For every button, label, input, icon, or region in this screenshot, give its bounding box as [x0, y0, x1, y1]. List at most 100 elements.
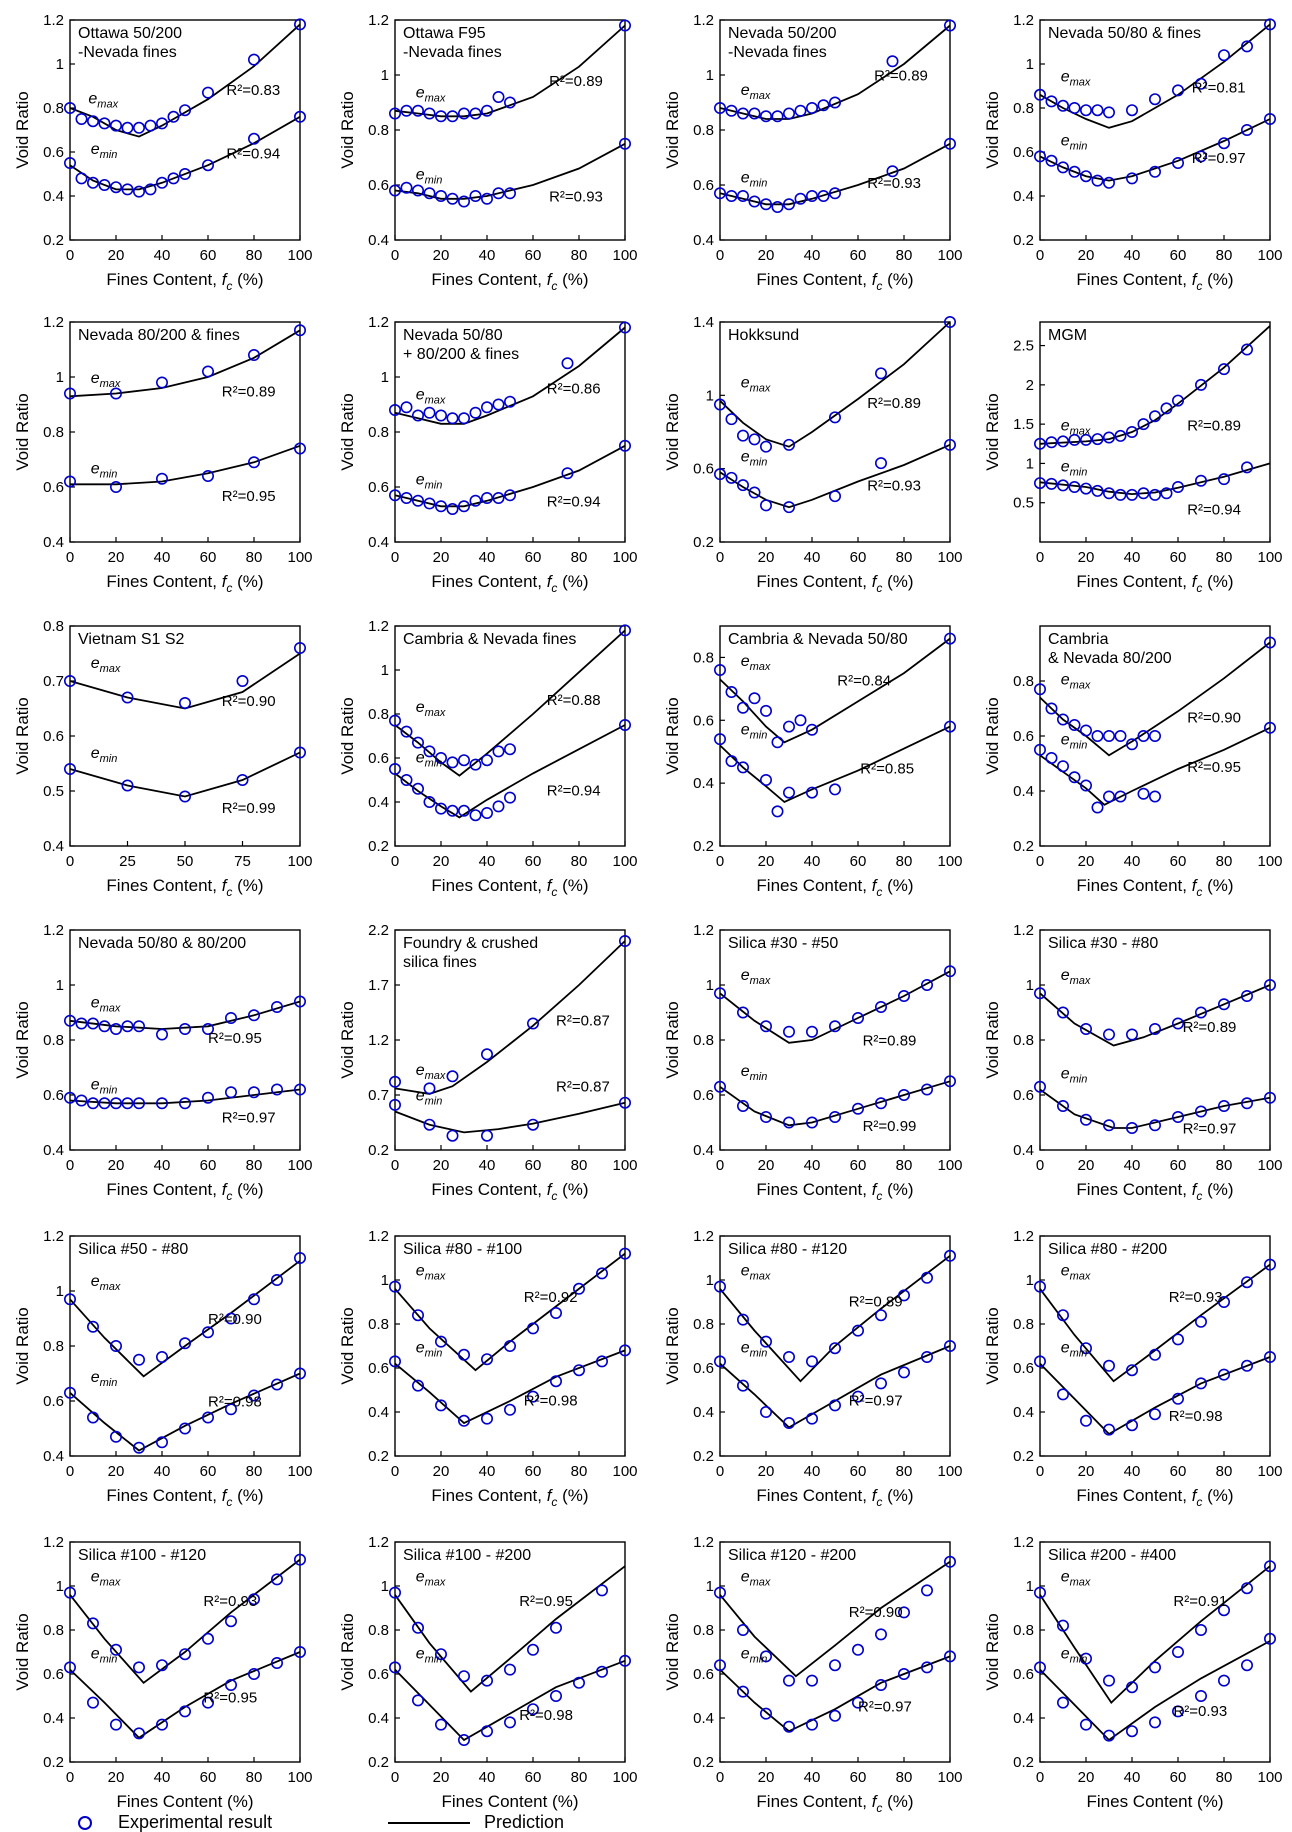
y-tick-label: 0.4 — [1013, 1404, 1034, 1421]
x-tick-label: 40 — [479, 853, 496, 870]
data-point — [897, 1668, 910, 1681]
y-tick-label: 1.2 — [368, 12, 389, 29]
series-label: emax — [1061, 671, 1091, 691]
y-tick-label: 1 — [56, 369, 64, 386]
r2-label: R²=0.97 — [849, 1392, 903, 1409]
y-tick-label: 0.2 — [1013, 1448, 1034, 1465]
x-tick-label: 20 — [758, 1769, 775, 1786]
x-axis-label-subscript: c — [1196, 1495, 1202, 1509]
x-tick-label: 100 — [937, 1463, 962, 1480]
x-tick-label: 0 — [716, 247, 724, 264]
prediction-line — [719, 1655, 951, 1733]
x-tick-label: 60 — [200, 1463, 217, 1480]
x-axis-label-subscript: c — [876, 885, 882, 899]
y-axis-label: Void Ratio — [663, 393, 682, 471]
data-point — [736, 1624, 749, 1637]
x-axis-label-text: Fines Content, — [106, 572, 221, 591]
data-point — [920, 1584, 933, 1597]
data-point — [1080, 482, 1093, 495]
data-point — [434, 409, 447, 422]
data-point — [1103, 1359, 1116, 1372]
x-tick-label: 40 — [1124, 247, 1141, 264]
y-tick-label: 1.2 — [43, 922, 64, 939]
data-point — [121, 1097, 134, 1110]
prediction-line — [69, 329, 301, 398]
x-tick-label: 20 — [1078, 853, 1095, 870]
y-tick-label: 0.4 — [1013, 1142, 1034, 1159]
data-point — [1241, 1359, 1254, 1372]
prediction-line — [1039, 462, 1271, 496]
data-point — [1068, 102, 1081, 115]
x-axis-label-text: Fines Content, — [756, 1486, 871, 1505]
data-point — [618, 718, 631, 731]
chart-title: Silica #50 - #80 — [78, 1241, 188, 1258]
data-point — [713, 1659, 726, 1672]
prediction-line — [69, 1088, 301, 1105]
data-point — [388, 1661, 401, 1674]
y-tick-label: 0.8 — [1013, 100, 1034, 117]
series-label: emax — [741, 375, 771, 395]
y-tick-label: 1 — [706, 977, 714, 994]
y-tick-label: 0.6 — [1013, 1087, 1034, 1104]
chart-panel: 0.4 0.6 0.8 1 1.2 0 20 40 60 80 100 Void Ratio Fines… — [663, 12, 963, 293]
r2-label: R²=0.85 — [860, 761, 914, 778]
y-axis-label: Void Ratio — [338, 1613, 357, 1691]
data-point — [782, 1720, 795, 1733]
data-point — [133, 1020, 146, 1033]
plot-frame — [1039, 19, 1271, 241]
data-point — [897, 1289, 910, 1302]
data-point — [725, 104, 738, 117]
series-label-symbol: e — [91, 1569, 100, 1586]
y-tick-label: 1.2 — [43, 1534, 64, 1551]
data-point — [1068, 771, 1081, 784]
x-axis-label-subscript: c — [226, 279, 232, 293]
x-axis-label: Fines Content, fc (%) — [431, 1486, 588, 1509]
x-tick-label: 20 — [758, 1463, 775, 1480]
data-point — [943, 438, 956, 451]
data-point — [874, 1309, 887, 1322]
series-label: emax — [1061, 1569, 1091, 1589]
y-axis-label: Void Ratio — [983, 1307, 1002, 1385]
x-tick-label: 60 — [850, 1769, 867, 1786]
x-axis-label-symbol: f — [547, 876, 554, 895]
data-point — [110, 387, 123, 400]
data-point — [828, 490, 841, 503]
prediction-line — [69, 1651, 301, 1739]
prediction-line — [719, 970, 951, 1044]
data-point — [1091, 433, 1104, 446]
y-tick-label: 0.2 — [368, 1448, 389, 1465]
series-label-symbol: e — [88, 91, 97, 108]
data-point — [133, 1441, 146, 1454]
data-point — [549, 1375, 562, 1388]
chart-panel: 0.4 0.5 0.6 0.7 0.8 0 25 50 75 100 Void Ratio Fines… — [13, 618, 313, 899]
data-point — [1172, 1392, 1185, 1405]
data-point — [110, 1022, 123, 1035]
data-point — [713, 987, 726, 1000]
x-axis-label-symbol: f — [222, 1486, 229, 1505]
data-point — [736, 107, 749, 120]
y-tick-label: 0.4 — [693, 1710, 714, 1727]
data-point — [270, 1573, 283, 1586]
data-point — [423, 497, 436, 510]
data-point — [87, 1617, 100, 1630]
data-point — [270, 1274, 283, 1287]
series-label-subscript: max — [750, 1577, 771, 1589]
series-label: emin — [91, 1077, 118, 1097]
data-point — [1241, 40, 1254, 53]
data-point — [411, 1309, 424, 1322]
data-point — [480, 1412, 493, 1425]
data-point — [1172, 394, 1185, 407]
x-tick-label: 0 — [716, 549, 724, 566]
x-axis-label-subscript: c — [1196, 1189, 1202, 1203]
data-point — [1068, 433, 1081, 446]
y-tick-label: 0.2 — [693, 838, 714, 855]
data-point — [713, 1080, 726, 1093]
data-point — [446, 756, 459, 769]
data-point — [1149, 488, 1162, 501]
chart-title: Silica #30 - #80 — [1048, 935, 1158, 952]
x-axis-label-unit: (%) — [557, 572, 588, 591]
x-tick-label: 0 — [716, 1157, 724, 1174]
x-tick-label: 80 — [1216, 1769, 1233, 1786]
chart-title: Ottawa 50/200 — [78, 25, 182, 42]
data-point — [87, 1017, 100, 1030]
